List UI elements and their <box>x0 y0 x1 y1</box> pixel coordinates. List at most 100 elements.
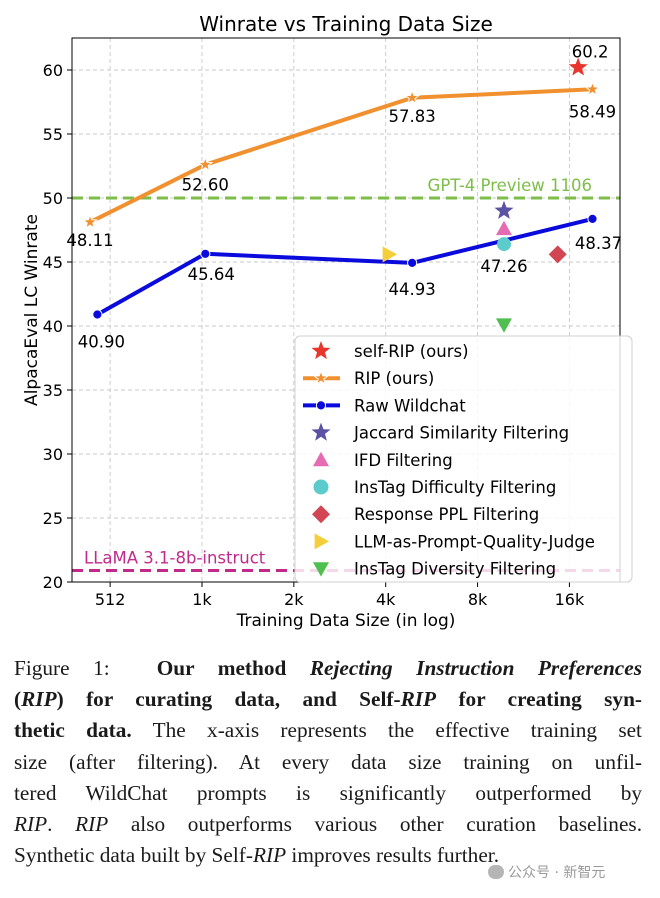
x-tick-label: 8k <box>468 590 488 609</box>
caption-line-7: Synthetic data built by Self-RIP improve… <box>14 840 642 871</box>
y-tick-label: 45 <box>43 253 63 272</box>
legend-marker <box>313 479 329 495</box>
legend-label: RIP (ours) <box>354 369 434 388</box>
data-label: 60.2 <box>572 42 609 61</box>
legend-label: InsTag Diversity Filtering <box>354 560 556 579</box>
legend-label: LLM-as-Prompt-Quality-Judge <box>354 532 595 551</box>
y-tick-label: 25 <box>43 509 63 528</box>
baseline-point-marker <box>568 57 588 76</box>
x-axis-label: Training Data Size (in log) <box>236 611 456 631</box>
caption-rip-4: RIP <box>75 812 109 837</box>
legend-marker <box>314 533 329 550</box>
y-tick-label: 40 <box>43 317 63 336</box>
caption-rip-5: RIP <box>252 843 287 868</box>
legend-label: Response PPL Filtering <box>354 505 539 524</box>
y-axis-label: AlpacaEval LC Winrate <box>22 214 42 406</box>
caption-paren-open: ( <box>14 687 22 712</box>
x-tick-label: 4k <box>376 590 396 609</box>
legend-marker <box>311 341 331 360</box>
chart-title: Winrate vs Training Data Size <box>199 12 493 36</box>
caption-text-6: also outperforms various other curation … <box>130 812 643 837</box>
winrate-chart: Winrate vs Training Data Size GPT-4 Prev… <box>22 12 633 631</box>
legend-label: Raw Wildchat <box>354 396 466 415</box>
baseline-point-marker <box>382 246 398 263</box>
caption-text-3: The x-axis represents the effective trai… <box>152 718 642 743</box>
data-label: 40.90 <box>78 332 125 351</box>
wildchat-point-marker <box>200 248 211 259</box>
x-tick-label: 2k <box>284 590 304 609</box>
y-axis-ticks: 20 25 30 35 40 45 50 55 60 <box>43 61 72 592</box>
x-tick-label: 1k <box>192 590 212 609</box>
caption-text-7a: Synthetic data built by Self- <box>14 843 253 868</box>
series-layer <box>82 57 601 333</box>
y-tick-label: 60 <box>43 61 63 80</box>
caption-text-5: tered WildChat prompts is significantly … <box>14 780 642 805</box>
baseline-point-marker <box>496 237 511 252</box>
legend-marker <box>313 562 329 577</box>
watermark-text: 公众号 · 新智元 <box>508 865 606 881</box>
caption-bold-method: Our method <box>156 656 287 680</box>
rip-point-marker <box>404 89 421 105</box>
rip-point-marker <box>82 213 99 230</box>
caption-text-7b: improves results further. <box>291 843 500 868</box>
legend-marker <box>313 451 329 467</box>
x-tick-label: 16k <box>555 590 585 609</box>
caption-figure-label: Figure 1: <box>14 656 110 680</box>
legend-marker <box>312 369 330 386</box>
baseline-point-marker <box>495 318 512 333</box>
caption-rip-2: RIP <box>400 687 437 712</box>
rip-point-marker <box>584 80 601 97</box>
reference-line-label: GPT-4 Preview 1106 <box>428 176 592 195</box>
caption-bold-curating: ) for curating data, and Self- <box>56 687 401 712</box>
caption-line-6: RIP. RIP also outperforms various other … <box>14 809 642 840</box>
wildchat-point-marker <box>587 213 598 224</box>
reference-line-label: LLaMA 3.1-8b-instruct <box>84 548 266 567</box>
watermark: 公众号 · 新智元 <box>488 862 605 882</box>
legend: self-RIP (ours) RIP (ours) Raw Wildchat Jac… <box>294 335 633 583</box>
legend-marker <box>311 422 331 441</box>
wechat-icon <box>488 865 504 879</box>
legend-marker <box>312 505 330 524</box>
caption-dot: . <box>47 812 53 837</box>
y-tick-label: 20 <box>43 573 63 592</box>
x-axis-ticks: 512 1k 2k 4k 8k 16k <box>95 582 585 609</box>
caption-line-2: (RIP) for curating data, and Self-RIP fo… <box>14 684 642 715</box>
caption-method-name: Rejecting Instruction Preferences <box>309 656 642 680</box>
caption-line-3: thetic data. The x-axis represents the e… <box>14 715 642 746</box>
figure-caption: Figure 1: Our method Rejecting Instructi… <box>14 653 642 871</box>
wildchat-point-marker <box>407 257 418 268</box>
y-tick-label: 50 <box>43 189 63 208</box>
data-label: 45.64 <box>188 265 235 284</box>
wildchat-point-marker <box>92 309 103 320</box>
series-line <box>89 87 593 224</box>
x-tick-label: 512 <box>95 590 126 609</box>
data-label: 52.60 <box>182 176 229 195</box>
caption-rip-1: RIP <box>21 687 57 712</box>
legend-label: Jaccard Similarity Filtering <box>353 424 569 443</box>
caption-bold-synthetic: for creating syn- <box>458 687 642 712</box>
data-label: 48.37 <box>575 234 622 253</box>
baseline-point-marker <box>495 220 512 236</box>
caption-bold-thetic: thetic data. <box>14 718 132 743</box>
data-label: 47.26 <box>480 257 527 276</box>
data-label: 58.49 <box>569 102 616 121</box>
y-tick-label: 35 <box>43 381 63 400</box>
legend-marker <box>315 400 327 411</box>
caption-line-4: size (after filtering). At every data si… <box>14 747 642 778</box>
caption-line-1: Figure 1: Our method Rejecting Instructi… <box>14 653 642 684</box>
data-label: 48.11 <box>66 231 113 250</box>
baseline-point-marker <box>494 200 514 219</box>
caption-rip-3: RIP <box>14 812 48 837</box>
data-label: 44.93 <box>388 280 435 299</box>
data-labels: 48.11 52.60 57.83 58.49 40.90 45.64 44.93 48.37… <box>66 42 622 351</box>
caption-line-5: tered WildChat prompts is significantly … <box>14 778 642 809</box>
y-tick-label: 55 <box>43 125 63 144</box>
baseline-point-marker <box>548 245 567 264</box>
legend-label: self-RIP (ours) <box>354 342 469 361</box>
data-label: 57.83 <box>388 107 435 126</box>
legend-label: IFD Filtering <box>354 451 453 470</box>
y-tick-label: 30 <box>43 445 63 464</box>
rip-point-marker <box>197 156 214 172</box>
caption-text-4: size (after filtering). At every data si… <box>14 749 642 774</box>
legend-box <box>294 335 633 583</box>
